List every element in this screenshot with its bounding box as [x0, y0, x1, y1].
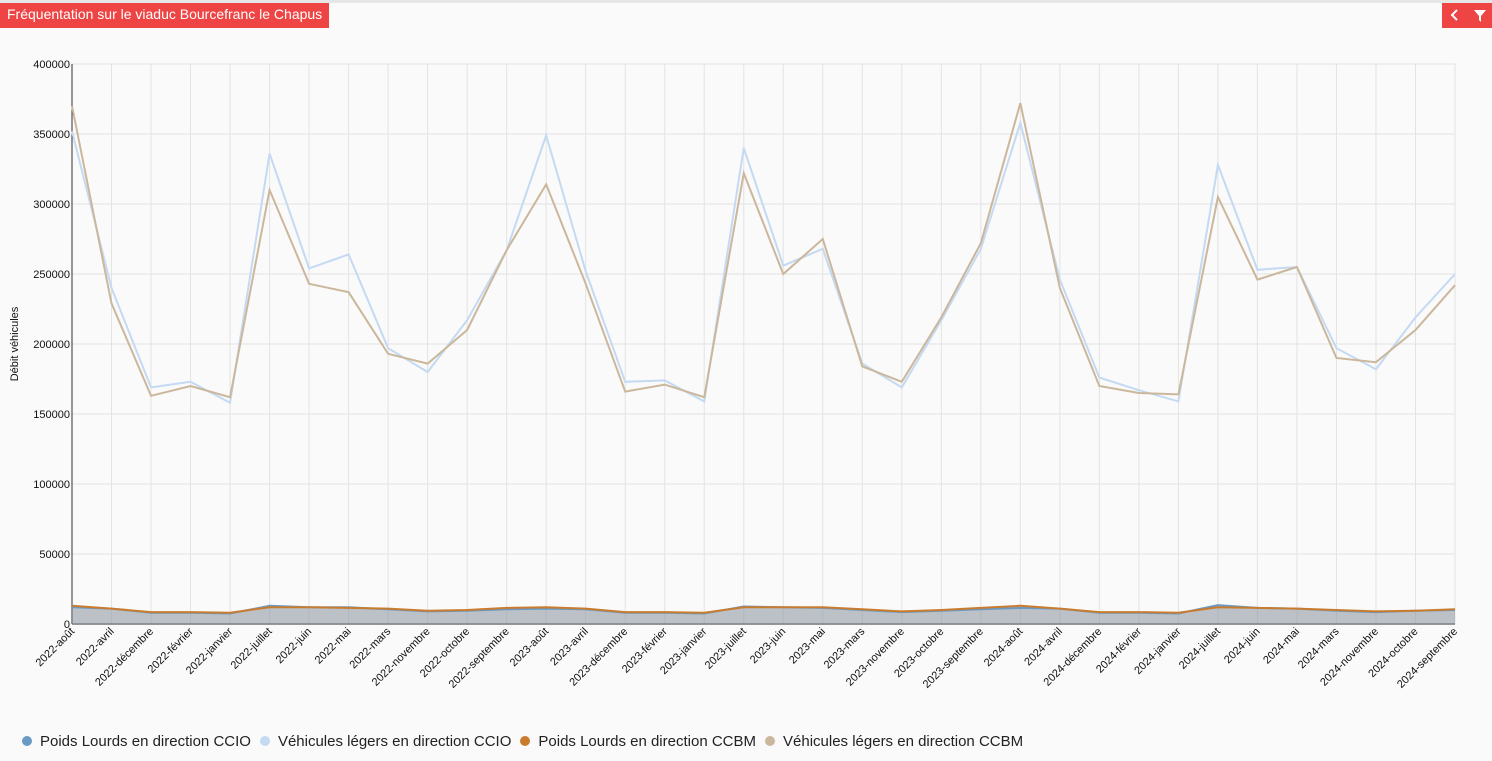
x-tick-label: 2022-juin [274, 626, 314, 666]
x-tick-label: 2022-juillet [229, 626, 275, 672]
y-tick-label: 250000 [33, 269, 70, 281]
x-tick-label: 2022-août [34, 626, 78, 670]
x-tick-label: 2024-mai [1261, 626, 1302, 667]
legend-label: Poids Lourds en direction CCBM [538, 732, 756, 750]
back-button[interactable] [1442, 3, 1467, 28]
y-tick-label: 0 [64, 619, 70, 631]
legend-item[interactable]: Véhicules légers en direction CCIO [259, 732, 512, 750]
top-border [0, 0, 1492, 3]
legend-marker [765, 736, 775, 746]
legend-label: Véhicules légers en direction CCBM [783, 732, 1024, 750]
y-tick-label: 50000 [39, 549, 70, 561]
filter-icon [1473, 10, 1486, 22]
legend-item[interactable]: Poids Lourds en direction CCBM [520, 733, 756, 750]
y-axis-label: Débit véhicules [9, 306, 21, 381]
legend-marker [520, 736, 531, 746]
x-tick-label: 2024-juin [1222, 626, 1262, 666]
series-area-0 [72, 605, 1455, 624]
legend: Poids Lourds en direction CCIO Véhicules … [22, 731, 1032, 751]
x-tick-label: 2022-mai [313, 626, 354, 667]
legend-label: Véhicules légers en direction CCIO [277, 732, 512, 750]
legend-marker [259, 736, 270, 746]
y-tick-label: 200000 [33, 339, 70, 351]
chart-title: Fréquentation sur le viaduc Bourcefranc … [0, 3, 330, 28]
line-chart: 0 50000 100000 150000 200000 250000 300000 3500… [9, 59, 1460, 691]
legend-item[interactable]: Véhicules légers en direction CCBM [765, 733, 1023, 750]
series-line-3 [71, 102, 1456, 399]
x-tick-label: 2023-août [508, 626, 552, 670]
y-tick-label: 150000 [33, 409, 70, 421]
legend-item[interactable]: Poids Lourds en direction CCIO [22, 733, 251, 750]
series-line-1 [71, 119, 1456, 405]
legend-marker [22, 736, 32, 746]
y-tick-label: 400000 [33, 59, 70, 71]
x-tick-label: 2023-juillet [703, 626, 749, 672]
chevron-left-icon [1450, 9, 1458, 21]
filter-button[interactable] [1467, 3, 1492, 28]
y-tick-label: 350000 [33, 129, 70, 141]
legend-label: Poids Lourds en direction CCIO [40, 732, 251, 750]
x-tick-label: 2024-juillet [1177, 626, 1223, 672]
x-tick-label: 2023-juin [748, 626, 788, 666]
y-tick-label: 300000 [33, 199, 70, 211]
series-line-2 [71, 604, 1456, 614]
y-tick-label: 100000 [33, 479, 70, 491]
x-tick-label: 2024-août [982, 626, 1026, 670]
x-tick-label: 2023-mai [787, 626, 828, 667]
